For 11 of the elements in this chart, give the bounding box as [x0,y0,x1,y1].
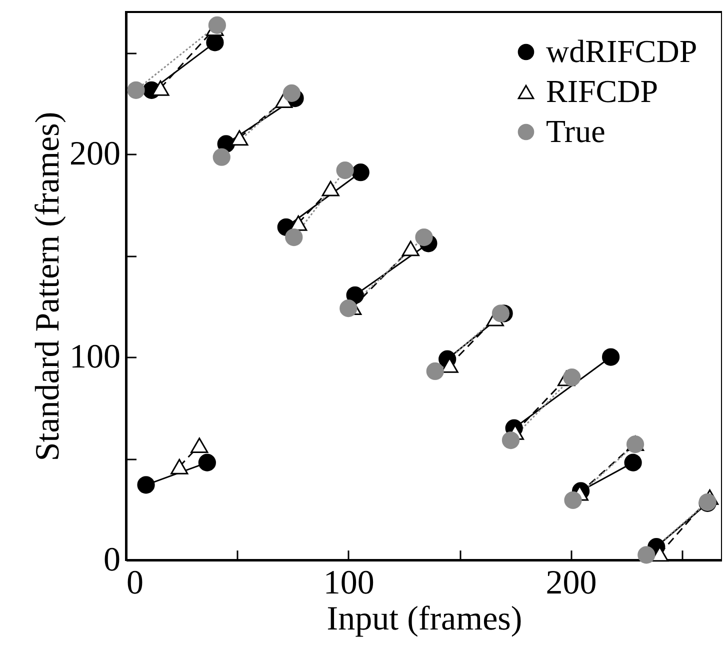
legend-label: wdRIFCDP [546,33,698,69]
legend-label: RIFCDP [546,73,658,109]
x-tick-label: 200 [546,564,597,602]
y-tick-label: 100 [70,338,120,376]
x-tick-label: 100 [323,564,374,602]
y-axis-title: Standard Pattern (frames) [30,112,66,462]
y-tick-label: 0 [104,542,120,578]
y-tick-label: 200 [70,136,120,173]
x-tick-label: 0 [126,564,144,602]
legend-label: True [546,113,606,149]
x-axis-title: Input (frames) [326,600,522,638]
